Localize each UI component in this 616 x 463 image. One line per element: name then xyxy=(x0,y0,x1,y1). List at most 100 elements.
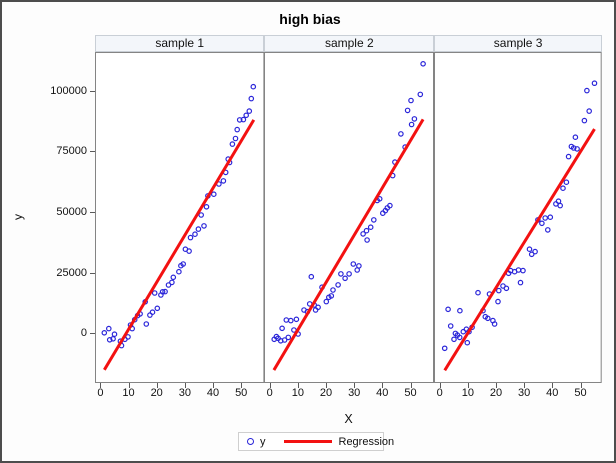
data-point xyxy=(285,334,292,341)
y-tick-label: 0 xyxy=(80,327,87,339)
x-tick-label: 10 xyxy=(122,387,135,399)
data-point xyxy=(195,226,202,232)
x-tick xyxy=(213,383,214,388)
data-point xyxy=(409,121,415,128)
data-point xyxy=(232,135,239,142)
x-tick xyxy=(326,383,327,388)
data-point xyxy=(328,293,335,299)
data-point xyxy=(159,288,166,295)
y-tick-label: 75000 xyxy=(56,145,87,158)
data-point xyxy=(526,246,533,252)
data-point xyxy=(111,331,118,337)
data-point xyxy=(335,282,342,288)
data-point xyxy=(229,141,236,147)
x-tick xyxy=(382,383,384,388)
data-point xyxy=(445,306,452,313)
regression-line xyxy=(103,119,256,371)
y-tick xyxy=(90,211,95,213)
x-tick-label: 10 xyxy=(461,387,475,399)
x-tick-label: 40 xyxy=(206,387,220,399)
data-point xyxy=(106,336,113,343)
x-tick-label: 0 xyxy=(266,387,273,399)
data-point xyxy=(503,285,510,292)
data-point xyxy=(492,321,498,327)
data-point xyxy=(203,204,210,210)
x-tick xyxy=(128,383,130,388)
data-point xyxy=(591,80,598,87)
data-point xyxy=(338,271,344,277)
data-point xyxy=(192,231,198,237)
data-point xyxy=(496,287,502,294)
x-tick xyxy=(156,383,158,388)
data-point xyxy=(350,261,357,267)
x-tick xyxy=(241,383,243,388)
panel-sample-1 xyxy=(95,52,265,383)
chart-title: high bias xyxy=(279,11,341,27)
x-tick xyxy=(552,383,554,388)
data-point xyxy=(220,178,227,184)
data-point xyxy=(279,325,286,332)
data-point xyxy=(186,248,192,254)
data-point xyxy=(240,116,247,123)
data-point xyxy=(451,336,458,343)
data-point xyxy=(586,108,593,114)
panel-sample-2 xyxy=(264,52,435,383)
regression-line xyxy=(272,118,425,371)
data-point xyxy=(151,290,158,296)
data-point xyxy=(411,116,418,122)
x-tick-label: 0 xyxy=(97,387,104,399)
panel-frame xyxy=(95,52,265,383)
data-point xyxy=(420,61,427,67)
data-point xyxy=(547,214,554,220)
data-point xyxy=(236,117,243,123)
data-point xyxy=(105,325,112,332)
data-point xyxy=(187,234,194,241)
data-point xyxy=(571,145,577,151)
data-point xyxy=(566,153,572,160)
x-tick xyxy=(580,383,582,388)
data-point xyxy=(408,97,415,104)
y-tick-label: 25000 xyxy=(56,266,87,279)
data-point xyxy=(529,251,535,258)
x-tick xyxy=(496,383,497,388)
panel-frame xyxy=(264,52,435,383)
data-point xyxy=(557,202,564,209)
x-tick-label: 40 xyxy=(546,387,559,399)
regression-line xyxy=(443,128,597,372)
x-tick-label: 50 xyxy=(404,387,417,399)
y-tick xyxy=(90,90,95,92)
data-point xyxy=(346,271,353,277)
data-point xyxy=(387,202,393,209)
data-point xyxy=(532,248,539,255)
data-point xyxy=(363,227,370,234)
y-tick-label: 50000 xyxy=(56,205,87,218)
y-tick-label: 100000 xyxy=(50,84,87,97)
x-tick-label: 50 xyxy=(235,387,248,399)
data-point xyxy=(398,131,404,137)
x-tick xyxy=(410,383,412,388)
data-point xyxy=(288,317,294,324)
x-tick-label: 0 xyxy=(436,387,443,399)
x-tick xyxy=(184,383,186,388)
data-point xyxy=(143,321,150,327)
data-point xyxy=(405,107,411,114)
data-point xyxy=(201,223,207,229)
data-point xyxy=(234,126,240,133)
data-point xyxy=(560,185,567,192)
panel-frame xyxy=(434,52,602,383)
data-point xyxy=(542,215,549,221)
data-point xyxy=(342,275,349,282)
data-point xyxy=(198,212,204,218)
data-point xyxy=(368,224,374,231)
data-point xyxy=(495,298,502,305)
data-point xyxy=(315,304,322,311)
data-point xyxy=(149,309,156,315)
data-point xyxy=(170,274,177,281)
x-tick xyxy=(524,383,526,388)
data-point xyxy=(330,287,337,293)
y-tick xyxy=(90,333,95,334)
data-point xyxy=(180,261,186,267)
x-tick-label: 40 xyxy=(376,387,389,399)
data-point xyxy=(360,231,367,237)
